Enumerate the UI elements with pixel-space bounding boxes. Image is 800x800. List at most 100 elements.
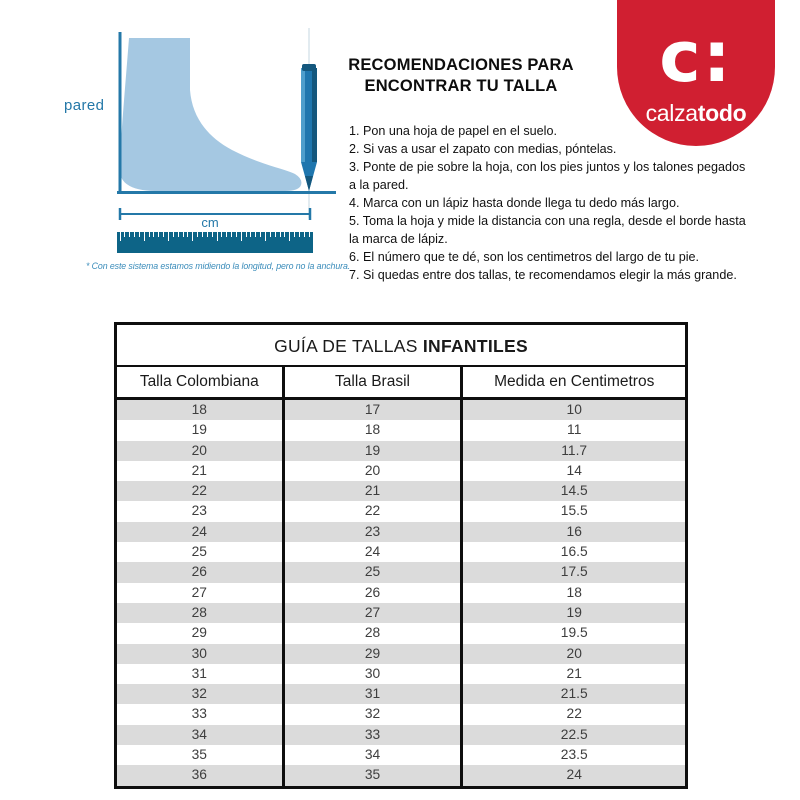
table-cell: 20 bbox=[117, 440, 285, 461]
table-row: 29 28 19.5 bbox=[117, 623, 685, 644]
table-body: 18 17 10 19 18 11 20 19 11.7 21 20 14 22 21 14.5 23 22 15… bbox=[117, 400, 685, 786]
table-row: 26 25 17.5 bbox=[117, 562, 685, 583]
table-cell: 19 bbox=[285, 440, 464, 461]
ruler-tick bbox=[279, 232, 281, 237]
ruler-tick bbox=[143, 232, 145, 241]
table-cell: 14.5 bbox=[560, 483, 588, 499]
table-cell: 19 bbox=[117, 420, 285, 441]
table-cell: 24 bbox=[566, 767, 582, 783]
table-cell: 23.5 bbox=[560, 747, 588, 763]
ruler-tick bbox=[226, 232, 228, 237]
ruler-tick bbox=[221, 232, 223, 237]
table-cell: 32 bbox=[117, 684, 285, 705]
ruler-tick bbox=[158, 232, 160, 237]
table-row: 23 22 15.5 bbox=[117, 501, 685, 522]
ruler-tick bbox=[201, 232, 203, 237]
ruler-tick bbox=[119, 232, 121, 241]
recommendations-title-line1: RECOMENDACIONES PARA bbox=[348, 56, 574, 74]
ruler-tick bbox=[284, 232, 286, 237]
ruler-tick bbox=[138, 232, 140, 237]
ruler-tick bbox=[163, 232, 165, 237]
ruler-tick bbox=[153, 232, 155, 237]
ruler-tick bbox=[177, 232, 179, 237]
table-row: 24 23 16 bbox=[117, 521, 685, 543]
ruler-tick bbox=[265, 232, 266, 241]
ruler-tick bbox=[168, 232, 169, 241]
table-row: 36 35 24 bbox=[117, 765, 685, 786]
ruler-tick bbox=[187, 232, 189, 237]
ruler-tick bbox=[260, 232, 262, 237]
instruction-step: 5. Toma la hoja y mide la distancia con … bbox=[349, 214, 746, 246]
table-row: 18 17 10 bbox=[117, 400, 685, 421]
table-cell: 14 bbox=[566, 462, 582, 478]
table-row: 31 30 21 bbox=[117, 663, 685, 685]
ruler-tick bbox=[294, 232, 296, 237]
table-cell: 11 bbox=[567, 422, 582, 438]
table-cell: 23 bbox=[117, 501, 285, 522]
instruction-step: 4. Marca con un lápiz hasta donde llega … bbox=[349, 196, 680, 210]
table-cell: 30 bbox=[117, 643, 285, 664]
ruler-tick bbox=[289, 232, 291, 241]
table-row: 32 31 21.5 bbox=[117, 684, 685, 705]
table-cell: 27 bbox=[285, 602, 464, 624]
table-cell: 20 bbox=[285, 460, 464, 482]
table-row: 34 33 22.5 bbox=[117, 724, 685, 746]
table-title: GUÍA DE TALLAS INFANTILES bbox=[117, 325, 685, 367]
table-header-row: Talla Colombiana Talla Brasil Medida en Ce… bbox=[117, 367, 685, 400]
ruler-tick bbox=[192, 232, 194, 241]
table-row: 27 26 18 bbox=[117, 582, 685, 603]
table-cell: 26 bbox=[117, 562, 285, 583]
table-cell: 19 bbox=[566, 604, 582, 620]
table-cell: 22 bbox=[285, 501, 464, 522]
table-row: 33 32 22 bbox=[117, 704, 685, 725]
ruler-tick bbox=[148, 232, 150, 237]
recommendations-title: RECOMENDACIONES PARA ENCONTRAR TU TALLA bbox=[345, 55, 577, 97]
table-column-header: Talla Colombiana bbox=[117, 367, 285, 397]
table-cell: 30 bbox=[285, 663, 464, 685]
table-cell: 21 bbox=[566, 665, 582, 681]
instruction-step: 2. Si vas a usar el zapato con medias, p… bbox=[349, 142, 617, 156]
table-cell: 29 bbox=[117, 623, 285, 644]
table-cell: 21 bbox=[285, 481, 464, 502]
table-cell: 22 bbox=[566, 706, 582, 722]
ruler-tick bbox=[172, 232, 174, 237]
table-row: 21 20 14 bbox=[117, 460, 685, 482]
instruction-step: 3. Ponte de pie sobre la hoja, con los p… bbox=[349, 160, 746, 192]
table-cell: 15.5 bbox=[560, 503, 588, 519]
ruler-tick bbox=[216, 232, 218, 241]
table-cell: 33 bbox=[285, 724, 464, 746]
ruler-tick bbox=[235, 232, 237, 237]
table-cell: 20 bbox=[566, 645, 582, 661]
size-guide-table: GUÍA DE TALLAS INFANTILES Talla Colombia… bbox=[114, 322, 688, 789]
ruler-tick bbox=[231, 232, 233, 237]
table-row: 35 34 23.5 bbox=[117, 745, 685, 766]
ruler-tick bbox=[255, 232, 257, 237]
instruction-steps-list: 1. Pon una hoja de papel en el suelo. 2. … bbox=[349, 122, 749, 284]
table-title-bold: INFANTILES bbox=[422, 336, 528, 356]
pencil-icon bbox=[301, 64, 317, 191]
table-cell: 34 bbox=[117, 724, 285, 746]
instruction-step: 6. El número que te dé, son los centimet… bbox=[349, 250, 700, 264]
ruler-tick bbox=[129, 232, 131, 237]
table-cell: 35 bbox=[117, 745, 285, 766]
table-cell: 27 bbox=[117, 582, 285, 603]
ruler-tick bbox=[250, 232, 252, 237]
ruler-tick bbox=[206, 232, 208, 237]
table-row: 20 19 11.7 bbox=[117, 440, 685, 461]
foot-measurement-illustration: pared bbox=[0, 0, 360, 300]
table-cell: 22.5 bbox=[560, 726, 588, 742]
ruler-tick bbox=[134, 232, 136, 237]
table-cell: 18 bbox=[566, 584, 582, 600]
table-cell: 36 bbox=[117, 765, 285, 786]
measurement-note: * Con este sistema estamos midiendo la l… bbox=[86, 261, 351, 271]
table-cell: 32 bbox=[285, 704, 464, 725]
recommendations-title-line2: ENCONTRAR TU TALLA bbox=[364, 77, 558, 95]
cm-label: cm bbox=[201, 215, 219, 230]
table-row: 25 24 16.5 bbox=[117, 542, 685, 563]
foot-diagram-icon bbox=[117, 28, 336, 220]
ruler-tick bbox=[269, 232, 271, 237]
table-cell: 18 bbox=[117, 400, 285, 421]
table-column-header: Talla Brasil bbox=[285, 367, 464, 397]
table-cell: 31 bbox=[117, 663, 285, 685]
